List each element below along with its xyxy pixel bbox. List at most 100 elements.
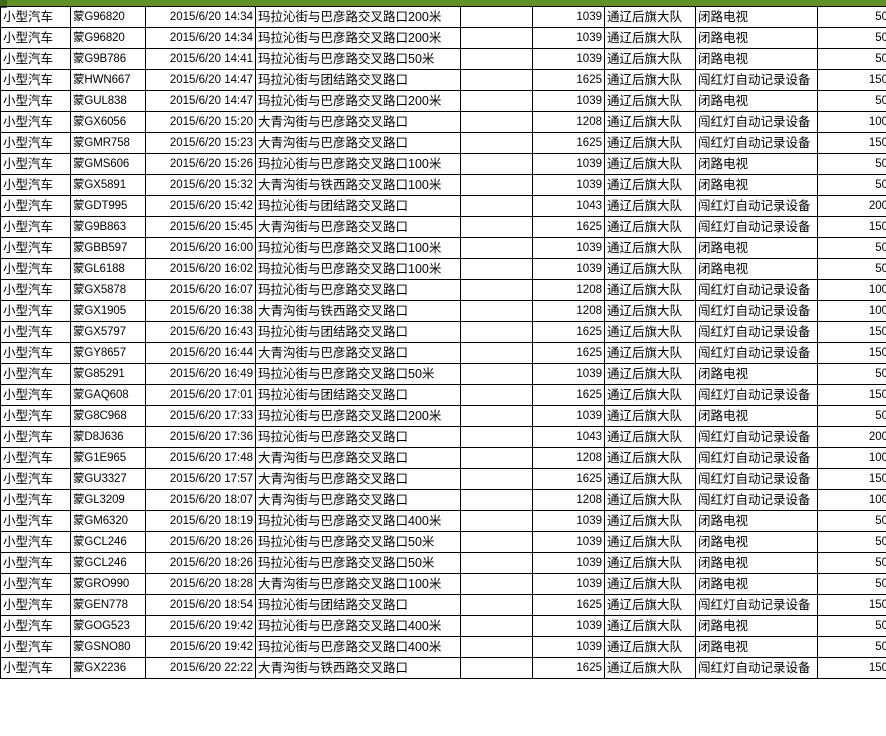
table-row[interactable]: 小型汽车 蒙GL6188 2015/6/20 16:02 玛拉沁街与巴彦路交叉路口10… [0,258,886,280]
cell-location[interactable]: 大青沟街与铁西路交叉路口100米 [255,174,461,196]
cell-vehicle-type[interactable]: 小型汽车 [0,384,71,406]
cell-unit[interactable]: 通辽后旗大队 [604,594,696,616]
cell-unit[interactable]: 通辽后旗大队 [604,237,696,259]
table-row[interactable]: 小型汽车 蒙GEN778 2015/6/20 18:54 玛拉沁街与团结路交叉路口 16… [0,594,886,616]
cell-blank[interactable] [460,111,533,133]
cell-vehicle-type[interactable]: 小型汽车 [0,363,71,385]
cell-datetime[interactable]: 2015/6/20 18:19 [145,510,256,532]
table-row[interactable]: 小型汽车 蒙GX6056 2015/6/20 15:20 大青沟街与巴彦路交叉路口 12… [0,111,886,133]
cell-vehicle-type[interactable]: 小型汽车 [0,111,71,133]
cell-code[interactable]: 1625 [532,468,605,490]
cell-blank[interactable] [460,615,533,637]
cell-datetime[interactable]: 2015/6/20 16:44 [145,342,256,364]
cell-location[interactable]: 玛拉沁街与团结路交叉路口 [255,69,461,91]
cell-location[interactable]: 玛拉沁街与巴彦路交叉路口50米 [255,552,461,574]
table-row[interactable]: 小型汽车 蒙GOG523 2015/6/20 19:42 玛拉沁街与巴彦路交叉路口40… [0,615,886,637]
cell-code[interactable]: 1039 [532,573,605,595]
cell-datetime[interactable]: 2015/6/20 15:42 [145,195,256,217]
cell-code[interactable]: 1625 [532,594,605,616]
cell-vehicle-type[interactable]: 小型汽车 [0,573,71,595]
cell-location[interactable]: 大青沟街与巴彦路交叉路口 [255,342,461,364]
cell-location[interactable]: 玛拉沁街与巴彦路交叉路口100米 [255,237,461,259]
cell-unit[interactable]: 通辽后旗大队 [604,27,696,49]
cell-blank[interactable] [460,447,533,469]
cell-plate[interactable]: 蒙GEN778 [70,594,146,616]
cell-unit[interactable]: 通辽后旗大队 [604,195,696,217]
cell-location[interactable]: 玛拉沁街与巴彦路交叉路口50米 [255,531,461,553]
cell-datetime[interactable]: 2015/6/20 16:02 [145,258,256,280]
cell-location[interactable]: 玛拉沁街与巴彦路交叉路口200米 [255,90,461,112]
cell-unit[interactable]: 通辽后旗大队 [604,279,696,301]
cell-datetime[interactable]: 2015/6/20 15:32 [145,174,256,196]
cell-datetime[interactable]: 2015/6/20 14:34 [145,6,256,28]
cell-unit[interactable]: 通辽后旗大队 [604,426,696,448]
cell-fine[interactable]: 50 [817,363,886,385]
cell-blank[interactable] [460,426,533,448]
cell-location[interactable]: 玛拉沁街与团结路交叉路口 [255,594,461,616]
cell-unit[interactable]: 通辽后旗大队 [604,447,696,469]
cell-fine[interactable]: 150 [817,321,886,343]
cell-fine[interactable]: 200 [817,195,886,217]
cell-unit[interactable]: 通辽后旗大队 [604,321,696,343]
cell-datetime[interactable]: 2015/6/20 15:45 [145,216,256,238]
cell-location[interactable]: 玛拉沁街与巴彦路交叉路口200米 [255,405,461,427]
cell-device[interactable]: 闯红灯自动记录设备 [695,657,818,679]
cell-fine[interactable]: 100 [817,489,886,511]
cell-vehicle-type[interactable]: 小型汽车 [0,426,71,448]
cell-fine[interactable]: 50 [817,153,886,175]
table-row[interactable]: 小型汽车 蒙GX1905 2015/6/20 16:38 大青沟街与铁西路交叉路口 12… [0,300,886,322]
cell-fine[interactable]: 150 [817,132,886,154]
cell-unit[interactable]: 通辽后旗大队 [604,342,696,364]
cell-unit[interactable]: 通辽后旗大队 [604,174,696,196]
cell-vehicle-type[interactable]: 小型汽车 [0,258,71,280]
cell-unit[interactable]: 通辽后旗大队 [604,258,696,280]
cell-vehicle-type[interactable]: 小型汽车 [0,447,71,469]
cell-device[interactable]: 闯红灯自动记录设备 [695,195,818,217]
table-row[interactable]: 小型汽车 蒙D8J636 2015/6/20 17:36 玛拉沁街与巴彦路交叉路口 10… [0,426,886,448]
cell-fine[interactable]: 100 [817,300,886,322]
cell-unit[interactable]: 通辽后旗大队 [604,468,696,490]
cell-code[interactable]: 1625 [532,657,605,679]
cell-location[interactable]: 玛拉沁街与巴彦路交叉路口400米 [255,636,461,658]
cell-vehicle-type[interactable]: 小型汽车 [0,195,71,217]
cell-fine[interactable]: 50 [817,552,886,574]
cell-unit[interactable]: 通辽后旗大队 [604,552,696,574]
cell-vehicle-type[interactable]: 小型汽车 [0,174,71,196]
cell-unit[interactable]: 通辽后旗大队 [604,615,696,637]
cell-unit[interactable]: 通辽后旗大队 [604,489,696,511]
cell-blank[interactable] [460,531,533,553]
table-row[interactable]: 小型汽车 蒙GX2236 2015/6/20 22:22 大青沟街与铁西路交叉路口 16… [0,657,886,679]
cell-device[interactable]: 闭路电视 [695,363,818,385]
cell-blank[interactable] [460,300,533,322]
cell-vehicle-type[interactable]: 小型汽车 [0,300,71,322]
cell-datetime[interactable]: 2015/6/20 16:00 [145,237,256,259]
cell-vehicle-type[interactable]: 小型汽车 [0,27,71,49]
cell-device[interactable]: 闯红灯自动记录设备 [695,132,818,154]
table-row[interactable]: 小型汽车 蒙GSNO80 2015/6/20 19:42 玛拉沁街与巴彦路交叉路口40… [0,636,886,658]
cell-code[interactable]: 1043 [532,195,605,217]
cell-blank[interactable] [460,384,533,406]
cell-unit[interactable]: 通辽后旗大队 [604,510,696,532]
cell-code[interactable]: 1625 [532,69,605,91]
cell-blank[interactable] [460,594,533,616]
cell-unit[interactable]: 通辽后旗大队 [604,111,696,133]
table-row[interactable]: 小型汽车 蒙HWN667 2015/6/20 14:47 玛拉沁街与团结路交叉路口 16… [0,69,886,91]
cell-unit[interactable]: 通辽后旗大队 [604,573,696,595]
cell-code[interactable]: 1039 [532,552,605,574]
cell-location[interactable]: 大青沟街与巴彦路交叉路口 [255,468,461,490]
cell-fine[interactable]: 50 [817,531,886,553]
cell-vehicle-type[interactable]: 小型汽车 [0,90,71,112]
cell-vehicle-type[interactable]: 小型汽车 [0,405,71,427]
cell-device[interactable]: 闭路电视 [695,405,818,427]
cell-blank[interactable] [460,510,533,532]
table-row[interactable]: 小型汽车 蒙GDT995 2015/6/20 15:42 玛拉沁街与团结路交叉路口 10… [0,195,886,217]
cell-fine[interactable]: 150 [817,384,886,406]
cell-code[interactable]: 1208 [532,111,605,133]
cell-vehicle-type[interactable]: 小型汽车 [0,279,71,301]
cell-device[interactable]: 闭路电视 [695,258,818,280]
cell-device[interactable]: 闭路电视 [695,615,818,637]
cell-fine[interactable]: 150 [817,216,886,238]
cell-code[interactable]: 1039 [532,636,605,658]
cell-plate[interactable]: 蒙GL3209 [70,489,146,511]
cell-datetime[interactable]: 2015/6/20 18:26 [145,552,256,574]
